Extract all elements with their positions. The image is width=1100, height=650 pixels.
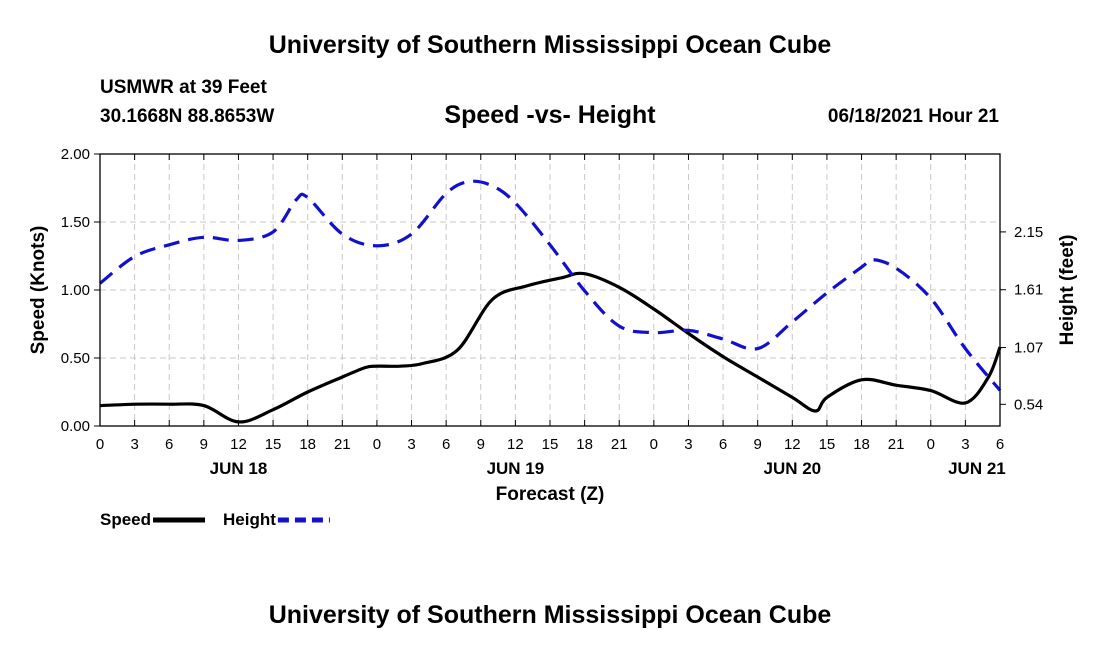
x-tick-label: 21	[334, 436, 351, 453]
x-tick-label: 21	[888, 436, 905, 453]
coordinates-label: 30.1668N 88.8653W	[100, 106, 275, 127]
y-tick-label: 0.00	[61, 418, 90, 435]
x-tick-label: 12	[230, 436, 247, 453]
date-label: JUN 18	[210, 459, 268, 478]
legend-label-speed: Speed	[100, 510, 151, 529]
y-tick-label: 1.00	[61, 282, 90, 299]
y-tick-label: 0.50	[61, 350, 90, 367]
x-tick-label: 0	[373, 436, 381, 453]
x-tick-label: 15	[819, 436, 836, 453]
y2-tick-label: 2.15	[1014, 224, 1043, 241]
x-axis-title: Forecast (Z)	[496, 484, 605, 505]
x-tick-label: 0	[96, 436, 104, 453]
footer-title: University of Southern Mississippi Ocean…	[268, 601, 832, 629]
y2-tick-label: 0.54	[1014, 396, 1043, 413]
axes-group: 0 3 6 9 12 15 18 21 0 3 6 9 12 15 18 21 0 3 6 9 12 15 18 21 0 3 6 J…	[61, 146, 1043, 478]
legend: Speed Height	[100, 510, 330, 529]
x-tick-label: 9	[477, 436, 485, 453]
x-tick-label: 18	[299, 436, 316, 453]
speed-series-line	[99, 271, 1002, 424]
date-label: JUN 21	[948, 459, 1006, 478]
y2-axis-title: Height (feet)	[1057, 235, 1078, 346]
y-axis-title: Speed (Knots)	[28, 226, 49, 355]
date-label: JUN 20	[763, 459, 821, 478]
x-tick-label: 12	[784, 436, 801, 453]
y2-tick-label: 1.61	[1014, 282, 1043, 299]
x-tick-label: 3	[407, 436, 415, 453]
x-tick-label: 6	[996, 436, 1004, 453]
x-tick-label: 18	[576, 436, 593, 453]
height-series-line	[99, 179, 1002, 392]
x-tick-label: 15	[542, 436, 559, 453]
x-tick-label: 3	[684, 436, 692, 453]
legend-label-height: Height	[223, 510, 276, 529]
x-tick-label: 6	[719, 436, 727, 453]
x-tick-label: 12	[507, 436, 524, 453]
grid-lines	[100, 154, 1000, 426]
x-tick-label: 21	[611, 436, 628, 453]
y-tick-label: 1.50	[61, 214, 90, 231]
series-group	[99, 179, 1002, 424]
chart-title: Speed -vs- Height	[444, 101, 656, 129]
date-label: JUN 19	[487, 459, 545, 478]
x-tick-label: 0	[650, 436, 658, 453]
x-tick-label: 3	[961, 436, 969, 453]
x-tick-label: 9	[200, 436, 208, 453]
page-title: University of Southern Mississippi Ocean…	[268, 31, 832, 59]
y-tick-label: 2.00	[61, 146, 90, 163]
station-label: USMWR at 39 Feet	[100, 77, 267, 98]
forecast-datetime: 06/18/2021 Hour 21	[827, 106, 999, 127]
x-tick-label: 9	[754, 436, 762, 453]
x-tick-label: 0	[927, 436, 935, 453]
x-tick-label: 3	[130, 436, 138, 453]
x-tick-label: 6	[165, 436, 173, 453]
x-tick-label: 6	[442, 436, 450, 453]
x-tick-label: 18	[853, 436, 870, 453]
x-tick-label: 15	[265, 436, 282, 453]
y2-tick-label: 1.07	[1014, 340, 1043, 357]
